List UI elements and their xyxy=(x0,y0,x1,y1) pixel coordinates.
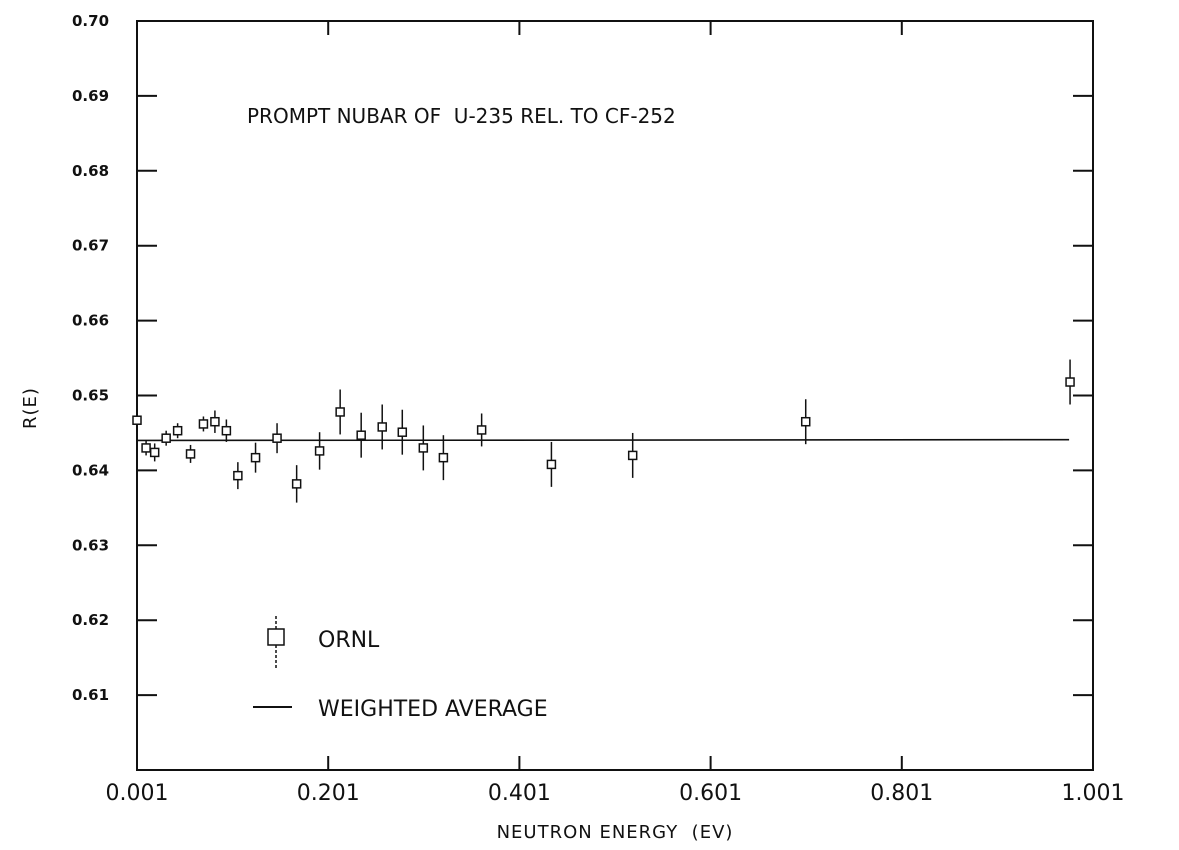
legend-label-ornl: ORNL xyxy=(318,628,380,653)
legend-label-weighted-average: WEIGHTED AVERAGE xyxy=(318,697,548,722)
data-point xyxy=(418,425,429,471)
data-point xyxy=(476,413,487,447)
point-marker xyxy=(233,470,243,481)
point-marker xyxy=(172,425,183,436)
plot-frame xyxy=(136,20,1094,771)
y-tick-labels: 0.61 0.62 0.63 0.64 0.65 0.66 0.67 0.68 0.69 0.70 xyxy=(72,12,109,704)
legend-ornl-marker xyxy=(267,616,285,668)
data-point xyxy=(210,410,220,433)
data-point xyxy=(141,440,151,456)
data-point xyxy=(221,419,232,442)
point-marker xyxy=(397,427,408,437)
point-marker xyxy=(356,430,366,440)
point-marker xyxy=(272,433,282,443)
axis-ticks xyxy=(136,20,1094,770)
data-point xyxy=(185,444,196,463)
x-tick-label: 0.201 xyxy=(297,781,360,806)
point-marker xyxy=(438,452,449,463)
data-point xyxy=(1065,359,1075,405)
data-point xyxy=(356,412,366,458)
point-marker xyxy=(800,416,811,427)
point-marker xyxy=(418,443,429,453)
data-point xyxy=(314,432,325,470)
data-point xyxy=(438,435,449,481)
data-point xyxy=(250,442,261,473)
point-marker xyxy=(149,447,160,458)
y-tick-label: 0.65 xyxy=(72,387,109,405)
y-tick-label: 0.63 xyxy=(72,536,109,554)
data-point xyxy=(397,409,408,455)
point-marker xyxy=(161,433,171,443)
ornl-series xyxy=(132,359,1075,503)
point-marker xyxy=(141,443,151,453)
point-marker xyxy=(221,425,232,436)
data-point xyxy=(161,430,171,446)
x-tick-label: 0.001 xyxy=(106,781,169,806)
data-point xyxy=(335,389,345,435)
y-tick-label: 0.70 xyxy=(72,12,109,30)
point-marker xyxy=(377,422,387,432)
data-point xyxy=(198,416,209,432)
point-marker xyxy=(250,452,261,463)
point-marker xyxy=(291,479,302,489)
data-point xyxy=(233,462,243,490)
point-marker xyxy=(314,446,325,456)
point-marker xyxy=(476,425,487,435)
point-marker xyxy=(132,415,142,425)
point-marker xyxy=(627,450,638,461)
point-marker xyxy=(546,459,557,470)
y-tick-label: 0.62 xyxy=(72,611,109,629)
data-point xyxy=(800,399,811,445)
data-point xyxy=(546,441,557,487)
data-point xyxy=(377,404,387,450)
y-tick-label: 0.68 xyxy=(72,162,109,180)
y-axis-label: R(E) xyxy=(20,387,41,429)
x-axis-label: NEUTRON ENERGY (EV) xyxy=(497,822,734,843)
point-marker xyxy=(1065,377,1075,387)
data-point xyxy=(627,432,638,478)
x-tick-label: 1.001 xyxy=(1062,781,1125,806)
chart-title: PROMPT NUBAR OF U-235 REL. TO CF-252 xyxy=(247,104,676,128)
data-point xyxy=(149,443,160,462)
legend: ORNL WEIGHTED AVERAGE xyxy=(253,616,548,722)
data-point xyxy=(132,408,142,432)
weighted-average-series xyxy=(136,438,1070,442)
point-marker xyxy=(210,416,220,427)
y-tick-label: 0.66 xyxy=(72,312,109,330)
point-marker xyxy=(185,449,196,459)
y-tick-label: 0.69 xyxy=(72,87,109,105)
x-tick-labels: 0.001 0.201 0.401 0.601 0.801 1.001 xyxy=(106,781,1125,806)
weighted-average-line xyxy=(136,438,1070,442)
y-tick-label: 0.67 xyxy=(72,237,109,255)
data-point xyxy=(172,423,183,439)
x-tick-label: 0.801 xyxy=(870,781,933,806)
y-tick-label: 0.64 xyxy=(72,461,109,479)
data-point xyxy=(291,465,302,503)
data-point xyxy=(272,423,282,454)
x-tick-label: 0.601 xyxy=(679,781,742,806)
x-tick-label: 0.401 xyxy=(488,781,551,806)
y-tick-label: 0.61 xyxy=(72,686,109,704)
point-marker xyxy=(198,419,209,429)
point-marker xyxy=(335,407,345,417)
